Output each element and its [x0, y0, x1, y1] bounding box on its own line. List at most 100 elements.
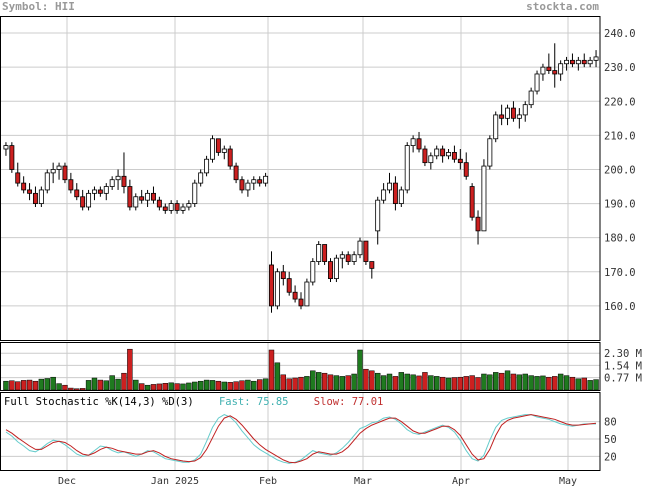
candle-body [221, 148, 227, 153]
candle-body [162, 206, 168, 211]
volume-bar [192, 381, 198, 391]
volume-bar [563, 375, 570, 391]
volume-bar [504, 370, 511, 391]
candle-body [416, 138, 422, 150]
volume-bar [434, 376, 440, 391]
price-tick-label: 170.0 [604, 267, 636, 279]
volume-bar [351, 373, 357, 391]
volume-bar [575, 378, 582, 391]
candle-body [375, 199, 381, 232]
price-candles [3, 43, 599, 313]
candle-body [387, 182, 392, 191]
volume-bar [280, 374, 286, 391]
candle-body [304, 281, 310, 307]
candle-body [328, 261, 333, 280]
candle-body [351, 254, 357, 262]
volume-bar [3, 380, 9, 391]
slow-line [5, 414, 597, 464]
candle-body [44, 172, 50, 191]
candle-body [463, 162, 469, 177]
volume-bar [522, 373, 528, 391]
candle-body [198, 172, 204, 184]
candle-body [381, 189, 387, 201]
candle-body [156, 199, 162, 208]
volume-bar [186, 382, 192, 391]
candle-body [499, 114, 505, 119]
candle-body [345, 254, 351, 262]
volume-bar [363, 368, 369, 391]
panel-frame [0, 342, 601, 391]
volume-bar [150, 384, 157, 391]
volume-bar [197, 380, 204, 391]
grid-lines [0, 16, 600, 470]
candle-body [587, 59, 593, 65]
volume-bars [3, 348, 599, 391]
candle-body [440, 148, 446, 157]
symbol-label: Symbol: HII [2, 0, 75, 13]
price-tick-label: 210.0 [604, 130, 636, 142]
candle-body [56, 165, 62, 170]
candle-body [475, 216, 481, 232]
price-tick-label: 200.0 [604, 164, 636, 176]
volume-bar [481, 373, 487, 391]
volume-bar [227, 382, 233, 391]
volume-bar [209, 380, 216, 391]
volume-bar [469, 375, 475, 391]
candle-body [369, 261, 375, 269]
x-tick-label: Mar [354, 476, 372, 486]
volume-bar [439, 376, 446, 391]
stochastic-legend: Full Stochastic %K(14,3) %D(3) Fast: 75.… [4, 396, 383, 408]
volume-bar [26, 379, 33, 391]
candle-body [522, 104, 528, 116]
x-tick-label: Apr [452, 476, 470, 486]
candle-body [239, 179, 245, 191]
volume-bar [162, 383, 168, 391]
volume-bar [180, 383, 186, 391]
volume-bar [457, 376, 464, 391]
volume-bar [156, 383, 163, 391]
candle-body [168, 203, 174, 211]
volume-bar [534, 376, 540, 391]
candle-body [62, 165, 68, 181]
volume-bar [251, 380, 257, 391]
volume-bar [97, 379, 104, 391]
candle-body [398, 189, 404, 204]
candle-body [174, 203, 180, 211]
candle-body [97, 189, 103, 194]
candle-body [103, 186, 109, 194]
candle-body [428, 155, 434, 164]
volume-bar [498, 372, 505, 391]
candle-body [469, 186, 475, 218]
volume-bar [528, 375, 534, 391]
candle-body [575, 59, 581, 65]
volume-bar [327, 374, 334, 391]
candle-body [446, 152, 451, 157]
candle-body [3, 145, 9, 150]
candle-body [457, 158, 463, 164]
stochastic-tick-label: 80 [604, 417, 617, 429]
candle-body [227, 148, 233, 167]
candle-body [569, 59, 575, 65]
volume-bar [404, 373, 410, 391]
volume-bar [256, 379, 263, 391]
candle-body [558, 63, 564, 75]
price-tick-label: 160.0 [604, 301, 636, 313]
candle-body [86, 192, 92, 208]
candle-body [546, 66, 552, 71]
volume-bar [569, 376, 576, 391]
price-tick-label: 190.0 [604, 199, 636, 211]
candle-body [528, 90, 534, 106]
volume-bar [221, 381, 227, 391]
volume-bar [380, 375, 387, 391]
volume-bar [487, 374, 493, 391]
stochastic-tick-label: 50 [604, 434, 617, 446]
candle-body [109, 179, 115, 187]
volume-bar [292, 377, 298, 391]
x-tick-label: Jan 2025 [151, 476, 199, 486]
candle-body [510, 107, 516, 119]
price-tick-label: 230.0 [604, 62, 636, 74]
volume-bar [174, 383, 180, 391]
candle-body [151, 192, 156, 201]
candle-body [139, 196, 145, 201]
